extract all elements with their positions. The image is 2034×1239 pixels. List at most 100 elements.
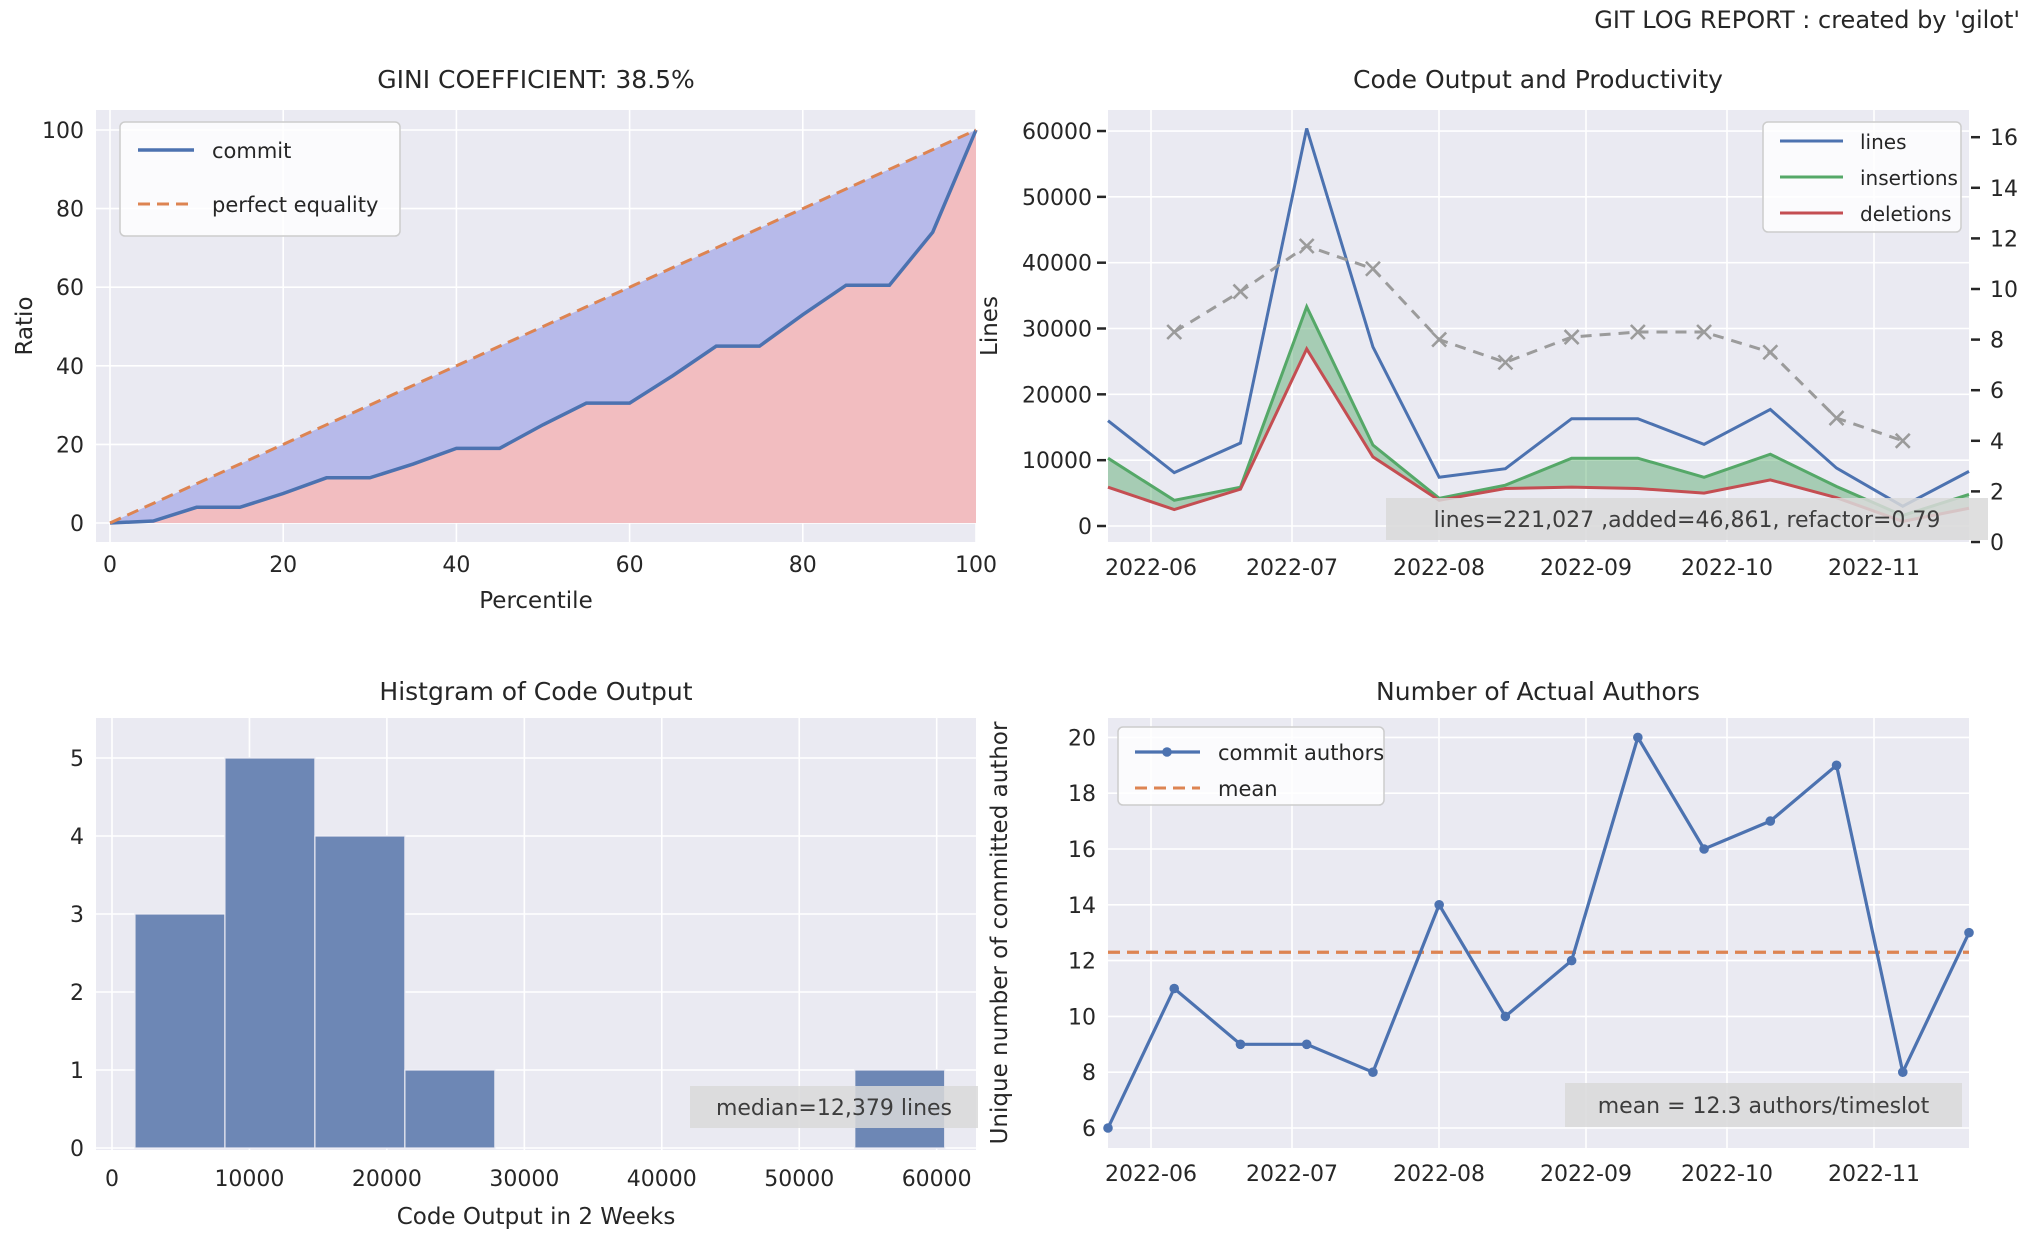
legend-label-mean: mean (1218, 777, 1278, 801)
y-axis-label: Unique number of committed author (987, 721, 1013, 1144)
x-tick-label: 2022-10 (1681, 1162, 1773, 1187)
legend-label-insertions: insertions (1860, 166, 1958, 190)
histogram-bar (134, 913, 226, 1149)
plot-background (96, 718, 976, 1150)
annotation-box (690, 1086, 978, 1128)
y-tick-label: 4 (70, 825, 84, 850)
x-tick-label: 2022-07 (1246, 556, 1338, 581)
y-axis-label: Lines (977, 296, 1003, 356)
plot-background (96, 110, 976, 542)
y-tick-label: 0 (70, 1137, 84, 1162)
y-tick-label: 5 (70, 747, 84, 772)
y-tick-label: 30000 (1022, 318, 1092, 343)
commit-authors-point (1500, 1011, 1511, 1022)
chart-title: Code Output and Productivity (1353, 65, 1723, 94)
x-tick-label: 2022-06 (1105, 1162, 1197, 1187)
plot-background (1108, 110, 1969, 542)
y-tick-label: 1 (70, 1059, 84, 1084)
y-tick-label: 18 (1068, 782, 1096, 807)
y-tick-label: 0 (1078, 515, 1092, 540)
x-tick-label: 2022-09 (1540, 556, 1632, 581)
x-tick-label: 30000 (489, 1167, 559, 1192)
y-tick-label: 100 (42, 119, 84, 144)
chart-title: GINI COEFFICIENT: 38.5% (377, 65, 694, 94)
y-tick-label: 10 (1068, 1005, 1096, 1030)
x-marker (1629, 324, 1646, 340)
x-tick-label: 40000 (627, 1167, 697, 1192)
y2-tick-label: 10 (1990, 278, 2018, 303)
y2-tick-label: 2 (1990, 480, 2004, 505)
commit-authors-point (1103, 1123, 1113, 1133)
x-marker (1232, 283, 1249, 300)
x-axis-label: Percentile (479, 588, 592, 614)
x-tick-label: 20000 (352, 1167, 422, 1192)
x-tick-label: 60000 (902, 1167, 972, 1192)
x-tick-label: 80 (789, 553, 817, 578)
y-tick-label: 8 (1082, 1061, 1096, 1086)
series-deletions (1107, 345, 1970, 523)
series-productivity (1173, 244, 1904, 443)
commit-authors-point (1897, 1067, 1908, 1077)
x-tick-label: 2022-10 (1681, 556, 1773, 581)
y-tick-label: 80 (56, 198, 84, 223)
chart-title: Number of Actual Authors (1376, 677, 1700, 706)
annotation-box (1386, 498, 1988, 540)
x-marker (1365, 260, 1381, 277)
commit-authors-point (1368, 1067, 1378, 1077)
series-lines (1107, 127, 1970, 508)
x-tick-label: 2022-06 (1105, 556, 1197, 581)
y-tick-label: 3 (70, 903, 84, 928)
x-tick-label: 100 (955, 553, 997, 578)
x-tick-label: 10000 (214, 1167, 284, 1192)
legend-marker-commit-authors (1162, 747, 1172, 757)
commit-authors-point (1434, 900, 1444, 910)
x-tick-label: 2022-09 (1540, 1162, 1632, 1187)
y-tick-label: 20 (56, 433, 84, 458)
legend-box (1762, 121, 1962, 233)
x-marker (1166, 324, 1183, 340)
commit-authors-point (1765, 816, 1776, 826)
x-axis-label: Code Output in 2 Weeks (397, 1204, 676, 1230)
histogram-bar (224, 757, 316, 1149)
x-tick-label: 40 (442, 553, 470, 578)
x-marker (1497, 354, 1514, 371)
legend-label-commit-authors: commit authors (1218, 741, 1384, 765)
x-tick-label: 60 (616, 553, 644, 578)
y2-tick-label: 6 (1990, 379, 2004, 404)
x-tick-label: 50000 (764, 1167, 834, 1192)
fill-under-commit (110, 130, 976, 523)
x-marker (1431, 331, 1448, 348)
commit-authors-point (1235, 1039, 1246, 1050)
annotation-text: lines=221,027 ,added=46,861, refactor=0.… (1434, 508, 1941, 533)
commit-authors-point (1301, 1039, 1312, 1050)
legend-label-lines: lines (1860, 130, 1907, 154)
x-tick-label: 2022-11 (1828, 1162, 1920, 1187)
commit-authors-line (1106, 733, 1971, 1129)
series-insertions (1107, 302, 1970, 518)
histogram-bar (854, 1069, 946, 1149)
commit-line (109, 129, 978, 525)
legend-box (1117, 726, 1385, 806)
commit-authors-point (1964, 927, 1974, 938)
y-tick-label: 40000 (1022, 252, 1092, 277)
x-marker (1298, 238, 1315, 254)
y2-tick-label: 0 (1990, 531, 2004, 556)
histogram-bar (404, 1069, 496, 1149)
y2-tick-label: 12 (1990, 227, 2018, 252)
commit-authors-point (1831, 760, 1842, 771)
annotation-text: median=12,379 lines (716, 1096, 952, 1121)
x-tick-label: 2022-11 (1828, 556, 1920, 581)
perfect-equality-line (109, 128, 977, 525)
plot-background (1108, 718, 1969, 1148)
commit-authors-point (1699, 844, 1709, 854)
y-tick-label: 16 (1068, 838, 1096, 863)
x-tick-label: 2022-07 (1246, 1162, 1338, 1187)
legend-label-equality: perfect equality (212, 193, 378, 217)
y-tick-label: 40 (56, 355, 84, 380)
fill-insertions-deletions (1108, 306, 1969, 522)
x-marker (1696, 324, 1712, 340)
